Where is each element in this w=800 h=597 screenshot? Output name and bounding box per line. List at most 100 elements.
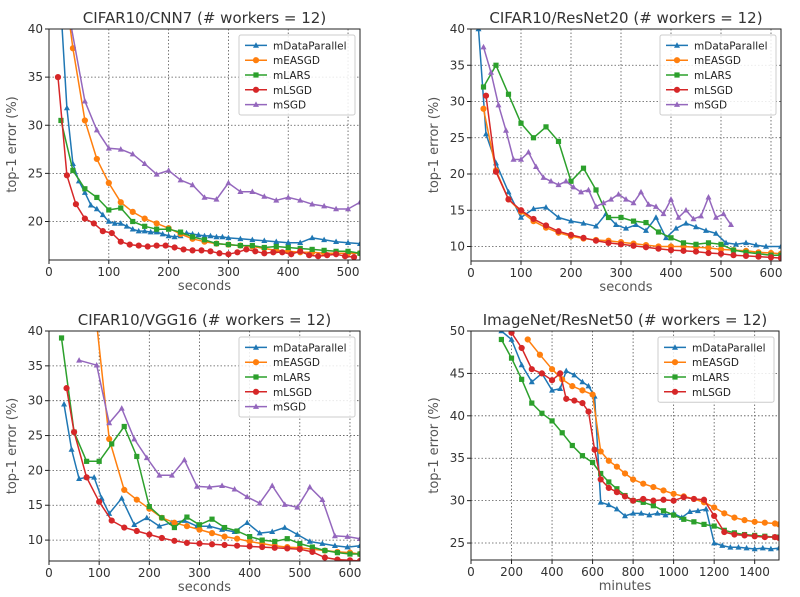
data-point-mSGD: [219, 482, 226, 489]
y-tick-label: 45: [450, 366, 465, 380]
data-point-mDataParallel: [483, 130, 489, 137]
data-point-mLSGD: [153, 242, 160, 249]
data-point-mLARS: [247, 534, 253, 540]
data-point-mLSGD: [121, 524, 128, 531]
data-point-mLSGD: [180, 246, 187, 253]
data-point-mEASGD: [761, 519, 768, 526]
legend: mDataParallel mEASGD mLARS mLSGD mSGD: [238, 336, 356, 418]
data-point-mEASGD: [548, 366, 556, 373]
data-point-mLARS: [184, 514, 190, 520]
data-point-mLARS: [134, 453, 140, 460]
y-tick-label: 50: [450, 324, 465, 338]
data-point-mDataParallel: [319, 540, 326, 546]
data-point-mSGD: [488, 69, 494, 75]
data-point-mSGD: [143, 454, 150, 461]
data-point-mLARS: [225, 242, 232, 248]
data-point-mSGD: [319, 496, 326, 502]
data-point-mDataParallel: [206, 522, 213, 529]
data-point-mEASGD: [141, 215, 148, 222]
data-point-mLARS: [529, 400, 535, 406]
data-point-mLARS: [259, 537, 265, 543]
data-point-mDataParallel: [683, 220, 689, 226]
data-point-mSGD: [578, 188, 584, 195]
data-point-mLARS: [643, 219, 649, 226]
data-point-mLSGD: [538, 370, 546, 377]
data-point-mLARS: [58, 335, 65, 341]
data-point-mLSGD: [617, 241, 625, 248]
data-point-mLSGD: [117, 238, 124, 245]
data-point-mLSGD: [717, 250, 725, 257]
data-point-mLSGD: [482, 92, 490, 99]
data-point-mDataParallel: [571, 371, 578, 378]
data-point-mLARS: [630, 218, 637, 224]
y-tick-label: 35: [450, 451, 465, 465]
data-point-mLARS: [668, 235, 674, 241]
legend-box: [238, 34, 356, 116]
data-point-mDataParallel: [767, 545, 774, 552]
y-axis-label: top-1 error (%): [5, 398, 20, 495]
data-point-mEASGD: [129, 208, 136, 215]
data-point-mLARS: [480, 84, 487, 90]
data-point-mSGD: [189, 181, 196, 188]
data-point-mLSGD: [742, 252, 750, 260]
legend-marker-mLARS: [672, 374, 678, 380]
legend-marker-mLARS: [253, 72, 259, 78]
data-point-mSGD: [608, 196, 614, 202]
data-point-mDataParallel: [76, 475, 83, 482]
data-point-mLSGD: [761, 534, 768, 541]
data-point-mDataParallel: [633, 221, 639, 228]
data-point-mLSGD: [731, 531, 738, 538]
legend-marker-mDataParallel: [253, 344, 259, 350]
data-point-mLSGD: [133, 527, 140, 535]
data-point-mDataParallel: [743, 544, 750, 551]
data-point-mLSGD: [775, 534, 779, 542]
data-point-mLSGD: [216, 250, 223, 257]
x-tick-label: 400: [277, 265, 300, 279]
data-point-mDataParallel: [333, 238, 340, 245]
data-point-mDataParallel: [686, 508, 693, 514]
data-point-mLSGD: [350, 254, 358, 260]
data-point-mLSGD: [667, 247, 675, 254]
legend-label: mLARS: [692, 372, 730, 384]
data-point-mSGD: [261, 193, 268, 199]
data-point-mDataParallel: [557, 385, 564, 391]
legend-label: mEASGD: [694, 55, 741, 67]
data-point-mLARS: [498, 336, 504, 343]
y-tick-label: 40: [28, 324, 43, 338]
data-point-mEASGD: [93, 155, 100, 163]
x-tick-label: 100: [510, 266, 533, 280]
x-tick-label: 600: [581, 565, 604, 579]
data-point-mDataParallel: [297, 239, 304, 245]
data-point-mLSGD: [306, 252, 313, 259]
axes-frame: [48, 330, 361, 562]
data-point-mLSGD: [234, 249, 241, 256]
data-point-mDataParallel: [344, 543, 351, 550]
data-point-mDataParallel: [118, 495, 125, 501]
data-point-mSGD: [76, 357, 83, 363]
data-point-mEASGD: [731, 514, 738, 521]
series-group: [475, 29, 781, 261]
data-point-mDataParallel: [159, 230, 166, 237]
data-point-mDataParallel: [673, 225, 679, 231]
data-point-mSGD: [675, 214, 682, 220]
data-point-mSGD: [256, 499, 263, 506]
data-point-mDataParallel: [237, 235, 244, 242]
data-point-mEASGD: [721, 510, 728, 517]
data-point-mSGD: [660, 210, 667, 217]
data-point-mEASGD: [208, 530, 216, 537]
series-line-mSGD: [482, 46, 732, 226]
data-point-mLSGD: [324, 252, 331, 259]
data-point-mSGD: [533, 163, 539, 170]
data-point-mDataParallel: [643, 227, 649, 233]
data-point-mEASGD: [605, 457, 612, 464]
data-point-mSGD: [645, 201, 652, 207]
data-point-mLSGD: [557, 370, 564, 377]
data-point-mDataParallel: [207, 232, 214, 239]
data-point-mDataParallel: [653, 214, 659, 220]
data-point-mLSGD: [297, 248, 304, 255]
data-point-mLARS: [58, 117, 64, 124]
x-tick-label: 200: [157, 265, 180, 279]
data-point-mSGD: [540, 174, 547, 180]
legend-label: mLSGD: [273, 387, 312, 399]
data-point-mEASGD: [234, 535, 241, 542]
